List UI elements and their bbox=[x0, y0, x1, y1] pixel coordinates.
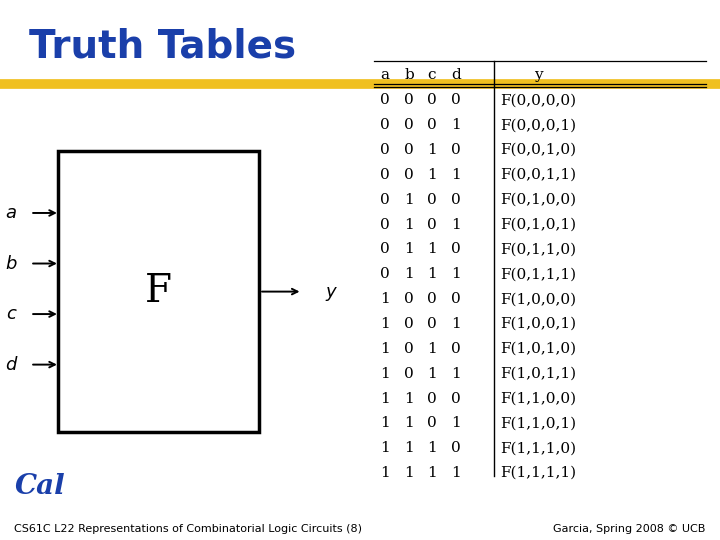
Text: 0: 0 bbox=[380, 168, 390, 182]
Text: 1: 1 bbox=[380, 292, 390, 306]
Text: 0: 0 bbox=[404, 317, 414, 331]
Text: a: a bbox=[381, 68, 390, 82]
Text: d: d bbox=[5, 356, 17, 374]
Text: 1: 1 bbox=[451, 168, 461, 182]
Text: 1: 1 bbox=[404, 416, 414, 430]
Text: c: c bbox=[428, 68, 436, 82]
Text: 1: 1 bbox=[451, 118, 461, 132]
Text: 0: 0 bbox=[451, 242, 461, 256]
Text: 1: 1 bbox=[380, 441, 390, 455]
Text: 1: 1 bbox=[451, 218, 461, 232]
Text: 0: 0 bbox=[404, 342, 414, 356]
Text: 0: 0 bbox=[427, 193, 437, 207]
Text: F(0,1,0,0): F(0,1,0,0) bbox=[500, 193, 577, 207]
Text: 1: 1 bbox=[404, 218, 414, 232]
Text: 0: 0 bbox=[451, 93, 461, 107]
Text: 0: 0 bbox=[404, 367, 414, 381]
Text: 1: 1 bbox=[427, 342, 437, 356]
Text: 0: 0 bbox=[380, 218, 390, 232]
Text: 1: 1 bbox=[427, 466, 437, 480]
Text: F(1,0,0,0): F(1,0,0,0) bbox=[500, 292, 577, 306]
Text: 0: 0 bbox=[427, 218, 437, 232]
Text: CS61C L22 Representations of Combinatorial Logic Circuits (8): CS61C L22 Representations of Combinatori… bbox=[14, 523, 362, 534]
Text: 0: 0 bbox=[451, 441, 461, 455]
Text: F(1,0,1,0): F(1,0,1,0) bbox=[500, 342, 577, 356]
Text: F(0,0,0,1): F(0,0,0,1) bbox=[500, 118, 577, 132]
Text: b: b bbox=[5, 254, 17, 273]
Text: y: y bbox=[534, 68, 543, 82]
Text: d: d bbox=[451, 68, 461, 82]
Text: 0: 0 bbox=[427, 93, 437, 107]
Text: 1: 1 bbox=[427, 242, 437, 256]
Text: F(0,1,0,1): F(0,1,0,1) bbox=[500, 218, 577, 232]
Text: 0: 0 bbox=[404, 292, 414, 306]
Text: c: c bbox=[6, 305, 16, 323]
Text: 1: 1 bbox=[404, 193, 414, 207]
Text: 1: 1 bbox=[451, 317, 461, 331]
Text: 0: 0 bbox=[427, 392, 437, 406]
Text: 1: 1 bbox=[404, 267, 414, 281]
Text: 0: 0 bbox=[380, 93, 390, 107]
Text: 1: 1 bbox=[380, 416, 390, 430]
Text: 0: 0 bbox=[427, 118, 437, 132]
Text: 0: 0 bbox=[380, 242, 390, 256]
Text: 0: 0 bbox=[427, 416, 437, 430]
Text: 1: 1 bbox=[427, 168, 437, 182]
Text: Cal: Cal bbox=[14, 472, 65, 500]
Text: 1: 1 bbox=[451, 267, 461, 281]
Text: 0: 0 bbox=[451, 143, 461, 157]
Text: F(1,1,0,1): F(1,1,0,1) bbox=[500, 416, 577, 430]
Text: 0: 0 bbox=[404, 168, 414, 182]
Text: 0: 0 bbox=[451, 392, 461, 406]
Text: 1: 1 bbox=[451, 416, 461, 430]
Text: Garcia, Spring 2008 © UCB: Garcia, Spring 2008 © UCB bbox=[553, 523, 706, 534]
Text: 0: 0 bbox=[380, 118, 390, 132]
Text: 1: 1 bbox=[451, 367, 461, 381]
Text: 1: 1 bbox=[404, 441, 414, 455]
Text: 0: 0 bbox=[404, 93, 414, 107]
Text: F(1,1,0,0): F(1,1,0,0) bbox=[500, 392, 577, 406]
Text: 1: 1 bbox=[451, 466, 461, 480]
Text: F(0,0,0,0): F(0,0,0,0) bbox=[500, 93, 577, 107]
Text: 1: 1 bbox=[404, 242, 414, 256]
Text: 0: 0 bbox=[427, 292, 437, 306]
Text: 1: 1 bbox=[380, 342, 390, 356]
Text: b: b bbox=[404, 68, 414, 82]
Text: 1: 1 bbox=[380, 466, 390, 480]
Text: F(1,0,0,1): F(1,0,0,1) bbox=[500, 317, 577, 331]
Text: F(1,0,1,1): F(1,0,1,1) bbox=[500, 367, 577, 381]
Text: F: F bbox=[145, 273, 172, 310]
Text: F(0,1,1,0): F(0,1,1,0) bbox=[500, 242, 577, 256]
Text: 0: 0 bbox=[404, 118, 414, 132]
Text: 0: 0 bbox=[380, 143, 390, 157]
Bar bbox=[58, 151, 259, 432]
Text: 1: 1 bbox=[427, 143, 437, 157]
Text: 0: 0 bbox=[451, 342, 461, 356]
Text: F(1,1,1,1): F(1,1,1,1) bbox=[500, 466, 577, 480]
Text: y: y bbox=[326, 282, 336, 301]
Text: Truth Tables: Truth Tables bbox=[29, 27, 296, 65]
Text: 0: 0 bbox=[451, 292, 461, 306]
Text: 1: 1 bbox=[380, 367, 390, 381]
Text: 0: 0 bbox=[451, 193, 461, 207]
Text: F(1,1,1,0): F(1,1,1,0) bbox=[500, 441, 577, 455]
Text: 1: 1 bbox=[427, 441, 437, 455]
Text: 1: 1 bbox=[427, 367, 437, 381]
Text: a: a bbox=[5, 204, 17, 222]
Text: F(0,0,1,0): F(0,0,1,0) bbox=[500, 143, 577, 157]
Text: 1: 1 bbox=[380, 392, 390, 406]
Text: 0: 0 bbox=[427, 317, 437, 331]
Text: 1: 1 bbox=[380, 317, 390, 331]
Text: F(0,1,1,1): F(0,1,1,1) bbox=[500, 267, 577, 281]
Text: F(0,0,1,1): F(0,0,1,1) bbox=[500, 168, 577, 182]
Text: 1: 1 bbox=[404, 392, 414, 406]
Text: 0: 0 bbox=[380, 267, 390, 281]
Text: 1: 1 bbox=[427, 267, 437, 281]
Text: 1: 1 bbox=[404, 466, 414, 480]
Text: 0: 0 bbox=[380, 193, 390, 207]
Text: 0: 0 bbox=[404, 143, 414, 157]
